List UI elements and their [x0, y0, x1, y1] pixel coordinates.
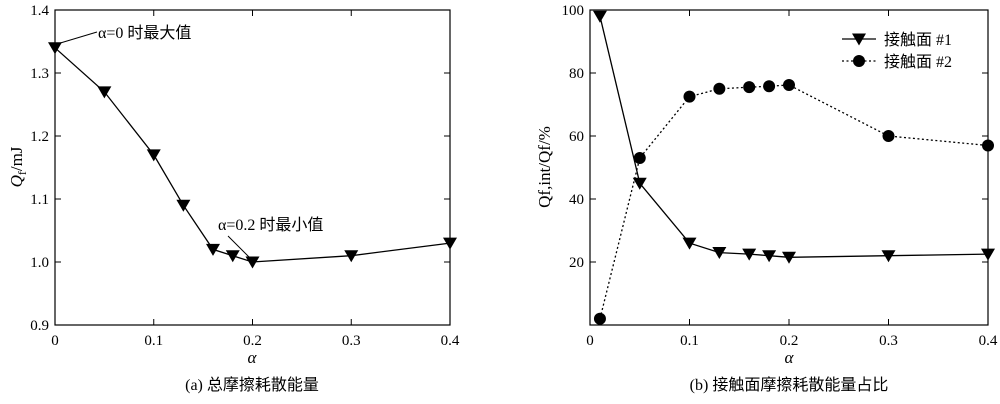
panel-b-series-2-point [683, 90, 696, 103]
panel-b-series-1-point [782, 251, 796, 264]
panel-a-y-tick-label: 1.4 [30, 3, 49, 19]
panel-b-y-label: Qf,int/Qf/% [535, 126, 554, 208]
legend-label-2: 接触面 #2 [884, 53, 952, 71]
panel-b-y-tick-label: 40 [569, 192, 584, 208]
panel-a-x-label: α [248, 348, 258, 367]
panel-a-x-tick-label: 0.3 [342, 333, 361, 349]
panel-b-series-1-point [881, 250, 896, 263]
panel-b-y-tick-label: 60 [569, 129, 584, 145]
panel-b-series-2-point [593, 312, 606, 325]
panel-b-series-1-point [712, 247, 727, 260]
panel-b-series-1-point [762, 250, 777, 263]
panel-a-x-tick-label: 0.4 [441, 333, 460, 349]
legend-label-1: 接触面 #1 [884, 31, 952, 49]
panel-a-series-1-point [245, 256, 260, 269]
panel-b-x-tick-label: 0.4 [979, 333, 998, 349]
panel-a-series-1-point [225, 250, 240, 263]
panel-a-y-tick-label: 1.3 [30, 66, 49, 82]
panel-a-y-label-sub: f [15, 171, 29, 175]
panel-a-x-ticks: 0 0.1 0.2 0.3 0.4 [51, 10, 460, 349]
panel-b-series-1-point [742, 248, 757, 261]
panel-a-y-tick-label: 1.2 [30, 129, 49, 145]
panel-b-series-2-point [713, 82, 726, 95]
panel-a-x-tick-label: 0.2 [243, 333, 262, 349]
panel-b-series-1-point [592, 10, 607, 23]
panel-b-x-label: α [785, 348, 795, 367]
panel-a-y-label-main: Q [7, 175, 26, 187]
panel-b-caption: (b) 接触面摩擦耗散能量占比 [690, 376, 889, 394]
panel-b-series-1-point [682, 237, 697, 250]
panel-b-y-tick-label: 80 [569, 66, 584, 82]
panel-a-y-label-unit: /mJ [7, 146, 26, 171]
panel-b-series-2-point [633, 152, 646, 165]
panel-a-frame [54, 9, 451, 326]
panel-b-series-2-point [743, 81, 756, 94]
panel-b-series-1-point [632, 177, 647, 190]
panel-a-series-1-point [48, 42, 62, 55]
panel-a-series-1-point [206, 243, 220, 256]
annotation-a-min: α=0.2 时最小值 [218, 216, 323, 234]
legend-marker-2 [853, 55, 865, 67]
panel-a-y-tick-label: 1.1 [30, 192, 49, 208]
panel-b-series-2-line [599, 84, 989, 319]
panel-b-series [592, 10, 995, 325]
panel-a-y-label: Qf/mJ [7, 146, 29, 187]
panel-a-x-tick-label: 0.1 [144, 333, 163, 349]
panel-a-series [48, 42, 457, 269]
panel-b-series-2-point [882, 130, 895, 142]
annotation-a-max: α=0 时最大值 [98, 24, 191, 42]
panel-b-series-1-point [981, 248, 995, 261]
panel-a-series-1-point [146, 149, 161, 162]
panel-b-y-tick-label: 20 [569, 255, 584, 271]
panel-b-x-ticks: 0 0.1 0.2 0.3 0.4 [586, 10, 998, 349]
panel-b-series-2-point [783, 78, 795, 91]
panel-b-y-tick-label: 100 [562, 3, 585, 19]
panel-b-legend: 接触面 #1 接触面 #2 [842, 31, 952, 71]
legend-marker-1 [852, 33, 866, 46]
panel-a-series-1-point [97, 86, 112, 99]
panel-a-x-tick-label: 0 [51, 333, 59, 349]
panel-b-series-1-line [599, 16, 989, 258]
panel-a-series-1-point [176, 199, 191, 212]
panel-a-y-tick-label: 0.9 [30, 318, 49, 334]
annotation-a-min-leader [227, 235, 254, 262]
panel-b-x-tick-label: 0.2 [780, 333, 799, 349]
annotation-a-max-leader [56, 31, 98, 45]
panel-b-x-tick-label: 0.1 [680, 333, 699, 349]
panel-a-series-1-point [344, 250, 359, 263]
panel-a: 0 0.1 0.2 0.3 0.4 0.9 1.0 1.1 1.2 1.3 1.4 α=0 时最大… [7, 3, 460, 394]
panel-b-series-2-point [763, 80, 776, 93]
panel-b-y-ticks: 20 40 60 80 100 [562, 3, 988, 271]
panel-a-caption: (a) 总摩擦耗散能量 [185, 376, 319, 394]
panel-b-series-2-point [982, 139, 994, 152]
panel-a-y-tick-label: 1.0 [30, 255, 49, 271]
panel-a-series-1-point [443, 237, 457, 250]
panel-b-x-tick-label: 0 [586, 333, 594, 349]
panel-a-y-ticks: 0.9 1.0 1.1 1.2 1.3 1.4 [30, 3, 450, 334]
panel-b-x-tick-label: 0.3 [879, 333, 898, 349]
